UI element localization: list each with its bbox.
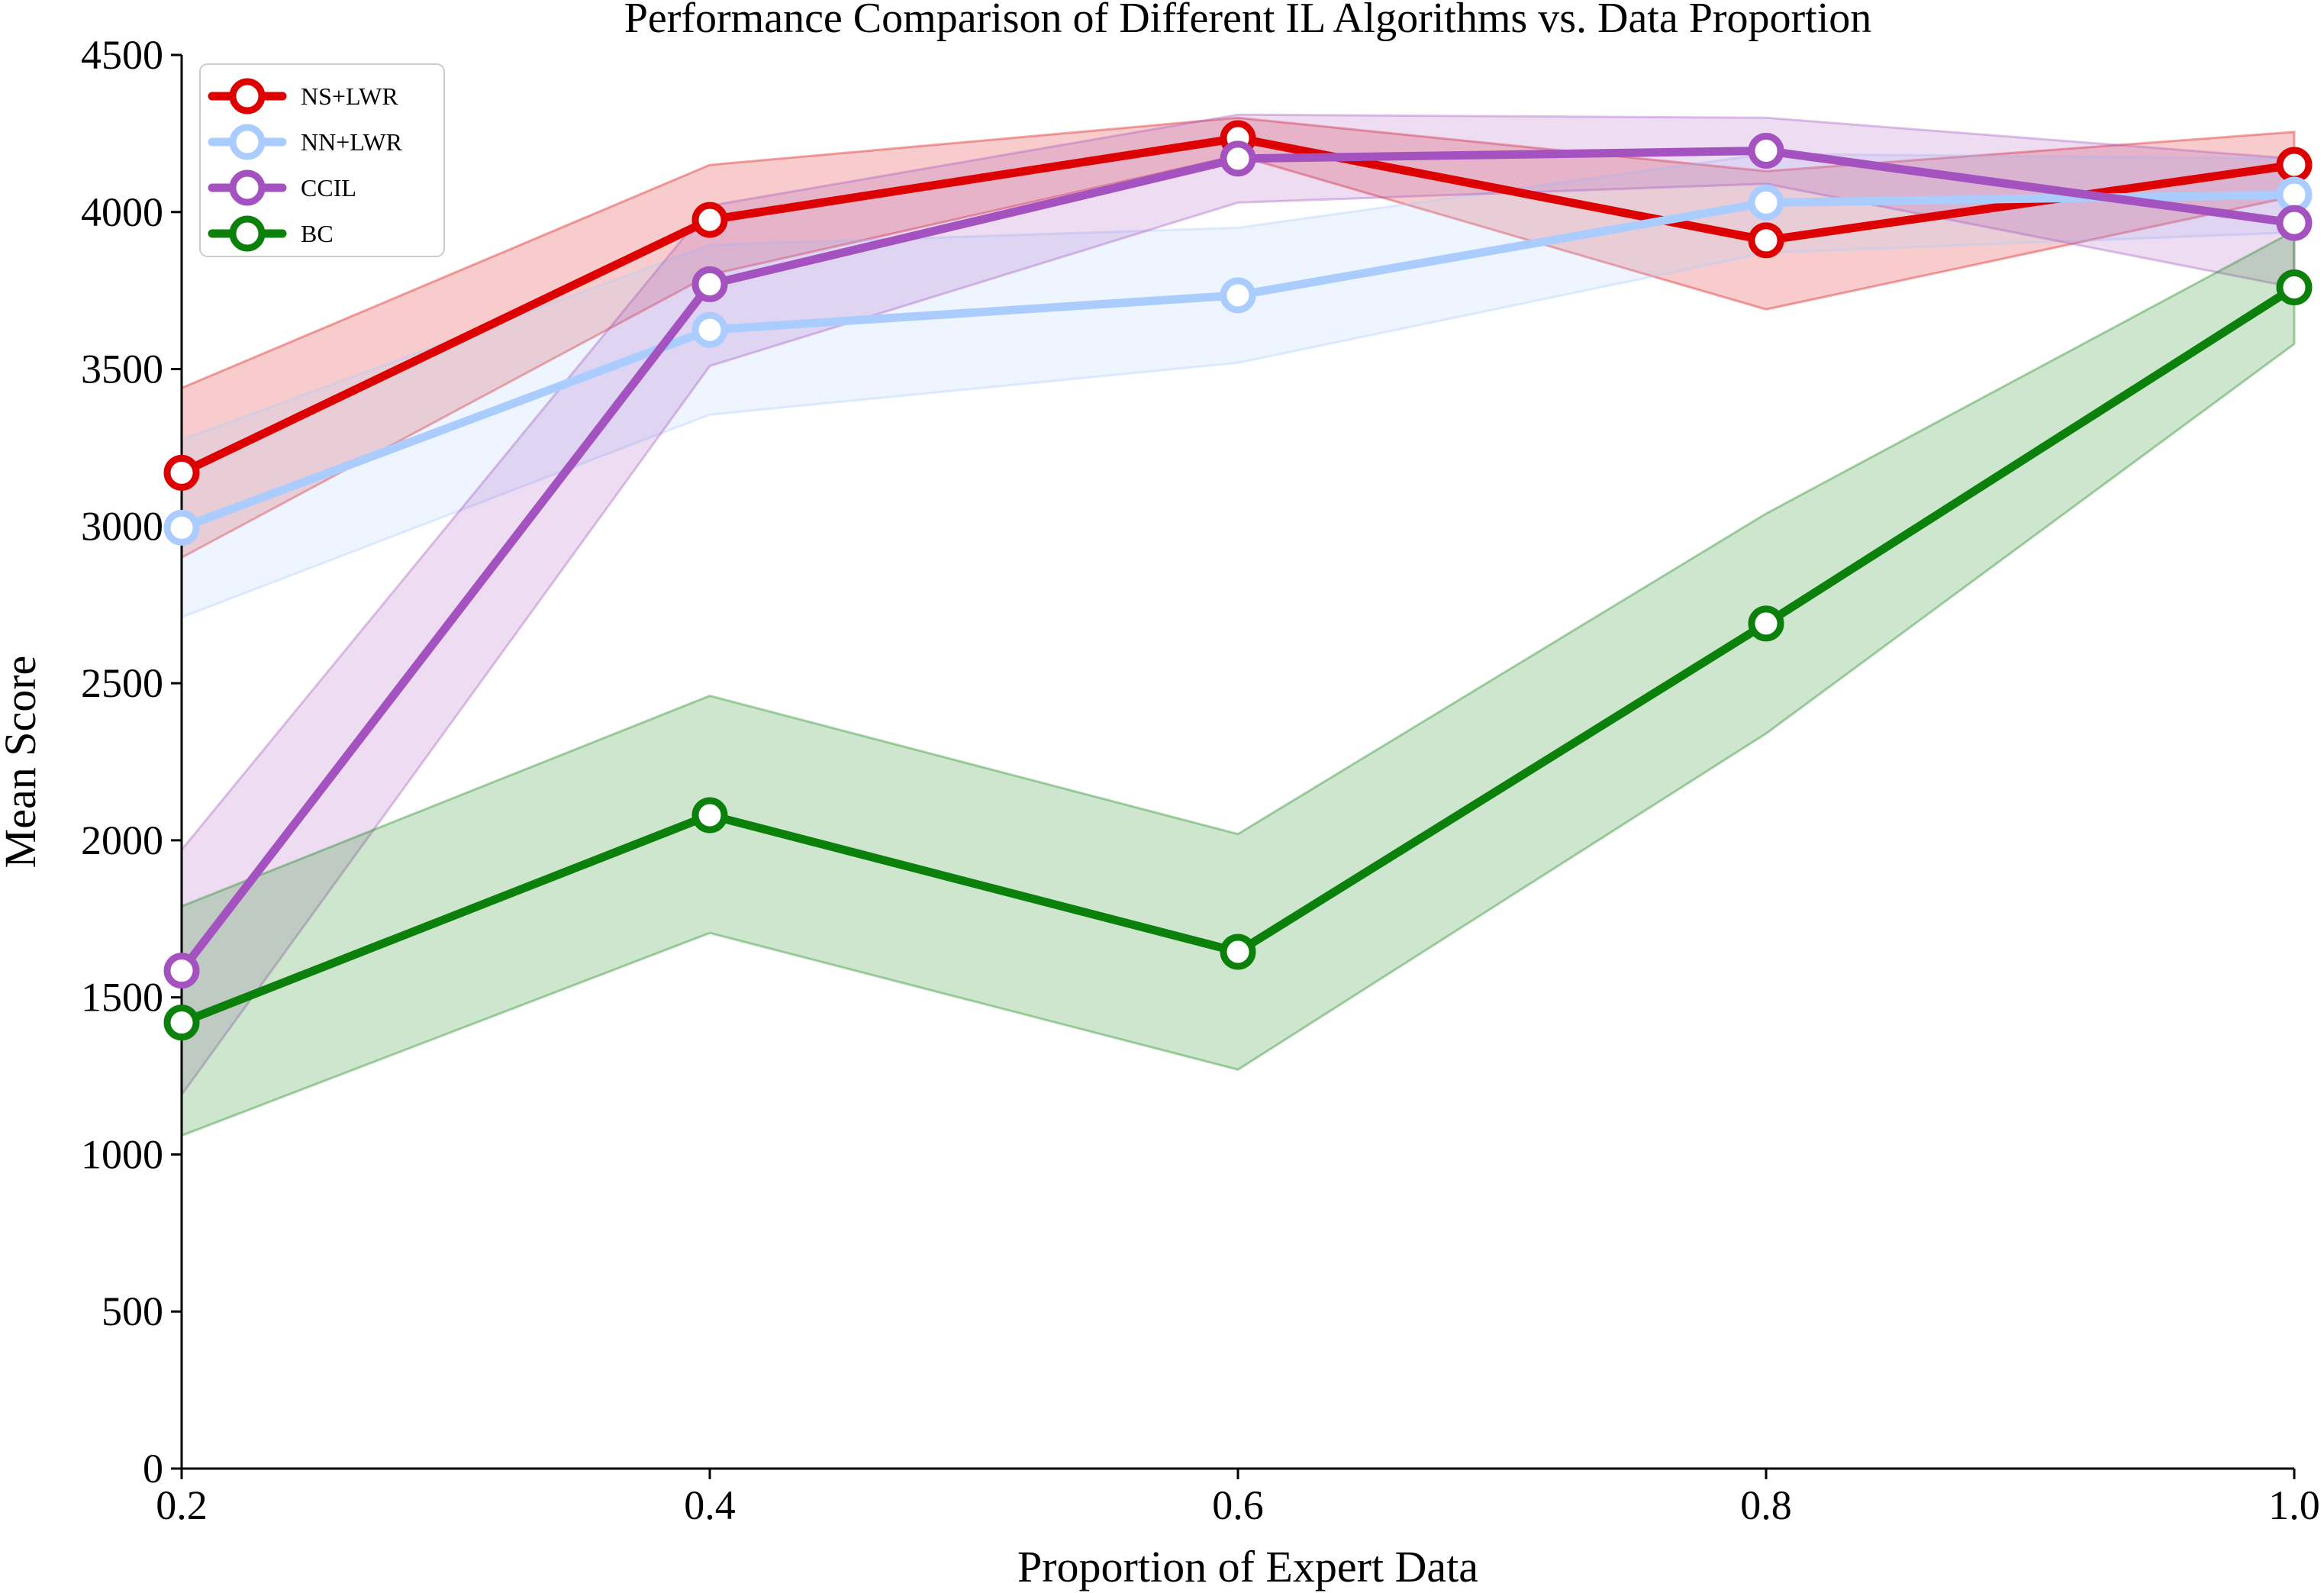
- bc-point: [691, 797, 728, 834]
- y-tick-label: 3500: [81, 347, 163, 392]
- legend-swatch-marker: [229, 78, 266, 114]
- x-ticks: 0.2 0.4 0.6 0.8 1.0: [156, 1469, 2320, 1528]
- bc-point: [2276, 269, 2313, 306]
- y-tick-label: 0: [143, 1446, 163, 1491]
- legend-swatch-marker: [229, 215, 266, 252]
- x-tick-label: 0.4: [684, 1482, 736, 1528]
- chart-title: Performance Comparison of Different IL A…: [624, 0, 1872, 42]
- y-tick-label: 2500: [81, 660, 163, 706]
- legend-swatch-marker: [229, 124, 266, 160]
- y-tick-label: 2000: [81, 817, 163, 863]
- bc-point: [1748, 605, 1784, 642]
- ns-lwr-point: [691, 202, 728, 238]
- ccil-point: [1748, 133, 1784, 169]
- ccil-point: [2276, 205, 2313, 241]
- ccil-point: [691, 266, 728, 302]
- legend-label-ccil: CCIL: [301, 174, 356, 202]
- ns-lwr-point: [2276, 147, 2313, 183]
- ccil-point: [1220, 140, 1256, 177]
- bc-point: [1220, 934, 1256, 970]
- y-tick-label: 1500: [81, 975, 163, 1021]
- legend-box: [199, 63, 445, 257]
- x-tick-label: 0.2: [156, 1482, 208, 1528]
- ns-lwr-point: [163, 454, 200, 491]
- bc-confidence-band: [180, 228, 2296, 1137]
- y-tick-label: 500: [102, 1288, 163, 1334]
- nn-lwr-point: [1220, 277, 1256, 314]
- legend: NS+LWR NN+LWR CCIL BC: [199, 63, 445, 257]
- y-tick-label: 3000: [81, 503, 163, 549]
- nn-lwr-point: [2276, 176, 2313, 213]
- legend-label-ns-lwr: NS+LWR: [301, 82, 398, 110]
- legend-label-bc: BC: [301, 220, 334, 247]
- ns-lwr-point: [1748, 222, 1784, 259]
- x-tick-label: 0.6: [1212, 1482, 1264, 1528]
- x-tick-label: 1.0: [2268, 1482, 2320, 1528]
- y-tick-label: 4000: [81, 189, 163, 235]
- nn-lwr-point: [163, 509, 200, 546]
- y-tick-label: 1000: [81, 1131, 163, 1177]
- x-axis-label: Proportion of Expert Data: [1017, 1542, 1478, 1591]
- bc-point: [163, 1004, 200, 1041]
- y-axis-label: Mean Score: [0, 656, 45, 869]
- nn-lwr-point: [691, 311, 728, 348]
- ccil-point: [163, 953, 200, 989]
- nn-lwr-point: [1748, 184, 1784, 221]
- y-ticks: 0 500 1000 1500 2000 2500 3000 3500 4000 4500: [81, 32, 182, 1491]
- y-tick-label: 4500: [81, 32, 163, 78]
- x-tick-label: 0.8: [1740, 1482, 1792, 1528]
- legend-swatch-marker: [229, 169, 266, 206]
- legend-label-nn-lwr: NN+LWR: [301, 128, 403, 156]
- series-markers: [163, 120, 2313, 1041]
